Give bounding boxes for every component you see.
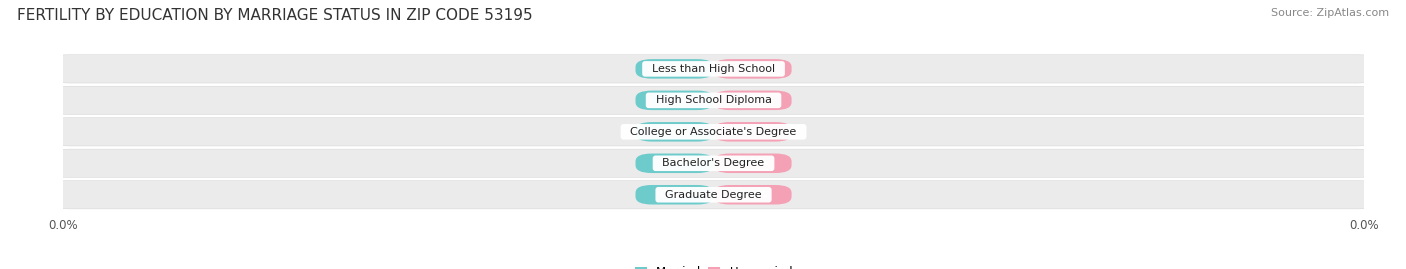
Text: FERTILITY BY EDUCATION BY MARRIAGE STATUS IN ZIP CODE 53195: FERTILITY BY EDUCATION BY MARRIAGE STATU… (17, 8, 533, 23)
Text: 0.0%: 0.0% (659, 95, 690, 105)
Legend: Married, Unmarried: Married, Unmarried (636, 266, 792, 269)
Text: Less than High School: Less than High School (645, 64, 782, 74)
FancyBboxPatch shape (636, 185, 713, 204)
FancyBboxPatch shape (713, 122, 792, 141)
FancyBboxPatch shape (636, 59, 713, 79)
Text: 0.0%: 0.0% (737, 190, 768, 200)
FancyBboxPatch shape (44, 180, 1384, 209)
FancyBboxPatch shape (44, 149, 1384, 178)
FancyBboxPatch shape (713, 154, 792, 173)
FancyBboxPatch shape (713, 185, 792, 204)
Text: Graduate Degree: Graduate Degree (658, 190, 769, 200)
FancyBboxPatch shape (44, 86, 1384, 115)
Text: 0.0%: 0.0% (659, 158, 690, 168)
Text: 0.0%: 0.0% (659, 127, 690, 137)
Text: 0.0%: 0.0% (659, 190, 690, 200)
Text: High School Diploma: High School Diploma (648, 95, 779, 105)
FancyBboxPatch shape (713, 91, 792, 110)
Text: Bachelor's Degree: Bachelor's Degree (655, 158, 772, 168)
FancyBboxPatch shape (713, 59, 792, 79)
Text: 0.0%: 0.0% (737, 127, 768, 137)
Text: Source: ZipAtlas.com: Source: ZipAtlas.com (1271, 8, 1389, 18)
Text: 0.0%: 0.0% (659, 64, 690, 74)
FancyBboxPatch shape (636, 122, 713, 141)
Text: College or Associate's Degree: College or Associate's Degree (623, 127, 804, 137)
FancyBboxPatch shape (44, 55, 1384, 83)
Text: 0.0%: 0.0% (737, 95, 768, 105)
Text: 0.0%: 0.0% (737, 158, 768, 168)
Text: 0.0%: 0.0% (737, 64, 768, 74)
FancyBboxPatch shape (44, 118, 1384, 146)
FancyBboxPatch shape (636, 154, 713, 173)
FancyBboxPatch shape (636, 91, 713, 110)
